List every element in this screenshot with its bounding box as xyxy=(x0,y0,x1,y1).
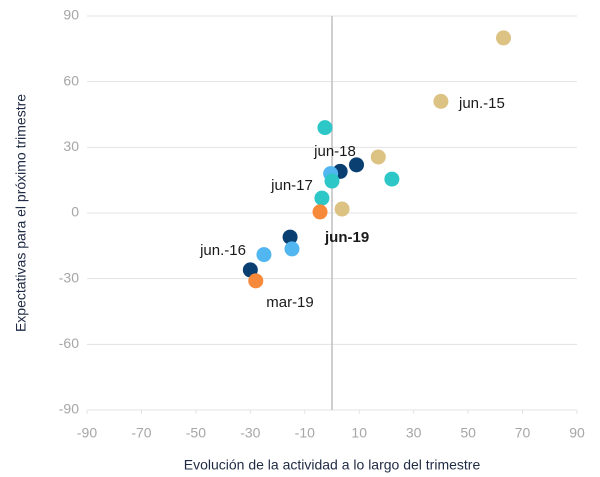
annotation: jun-17 xyxy=(270,177,313,194)
annotation: jun-19 xyxy=(324,229,369,246)
x-tick-label: -10 xyxy=(295,425,315,441)
x-tick-label: 90 xyxy=(569,425,585,441)
y-tick-label: -90 xyxy=(59,401,79,417)
x-tick-label: -90 xyxy=(77,425,97,441)
point xyxy=(284,241,300,257)
point xyxy=(282,229,298,245)
point xyxy=(256,247,272,263)
annotation: jun.-16 xyxy=(199,242,246,259)
point xyxy=(384,171,400,187)
point xyxy=(314,190,330,206)
y-tick-label: 90 xyxy=(63,7,79,23)
point xyxy=(317,120,333,136)
x-tick-label: -50 xyxy=(186,425,206,441)
x-tick-label: 30 xyxy=(406,425,422,441)
annotation: jun-18 xyxy=(313,143,356,160)
x-tick-label: -30 xyxy=(240,425,260,441)
point xyxy=(496,30,511,46)
x-tick-label: 70 xyxy=(515,425,531,441)
x-tick-label: 10 xyxy=(351,425,367,441)
y-tick-label: 0 xyxy=(71,204,79,220)
x-tick-label: 50 xyxy=(460,425,476,441)
point xyxy=(324,173,340,189)
y-axis-label: Expectativas para el próximo trimestre xyxy=(13,94,29,332)
y-tick-label: 30 xyxy=(63,138,79,154)
y-tick-label: -30 xyxy=(59,269,79,285)
annotation: jun.-15 xyxy=(458,95,505,112)
point xyxy=(334,201,350,217)
point xyxy=(248,273,264,289)
point xyxy=(312,204,328,220)
point xyxy=(349,157,364,173)
y-tick-label: 60 xyxy=(63,72,79,88)
annotation: mar-19 xyxy=(266,294,314,311)
point xyxy=(433,93,449,109)
x-axis-label: Evolución de la actividad a lo largo del… xyxy=(184,457,481,473)
x-tick-label: -70 xyxy=(131,425,151,441)
point xyxy=(370,149,386,165)
y-tick-label: -60 xyxy=(59,335,79,351)
